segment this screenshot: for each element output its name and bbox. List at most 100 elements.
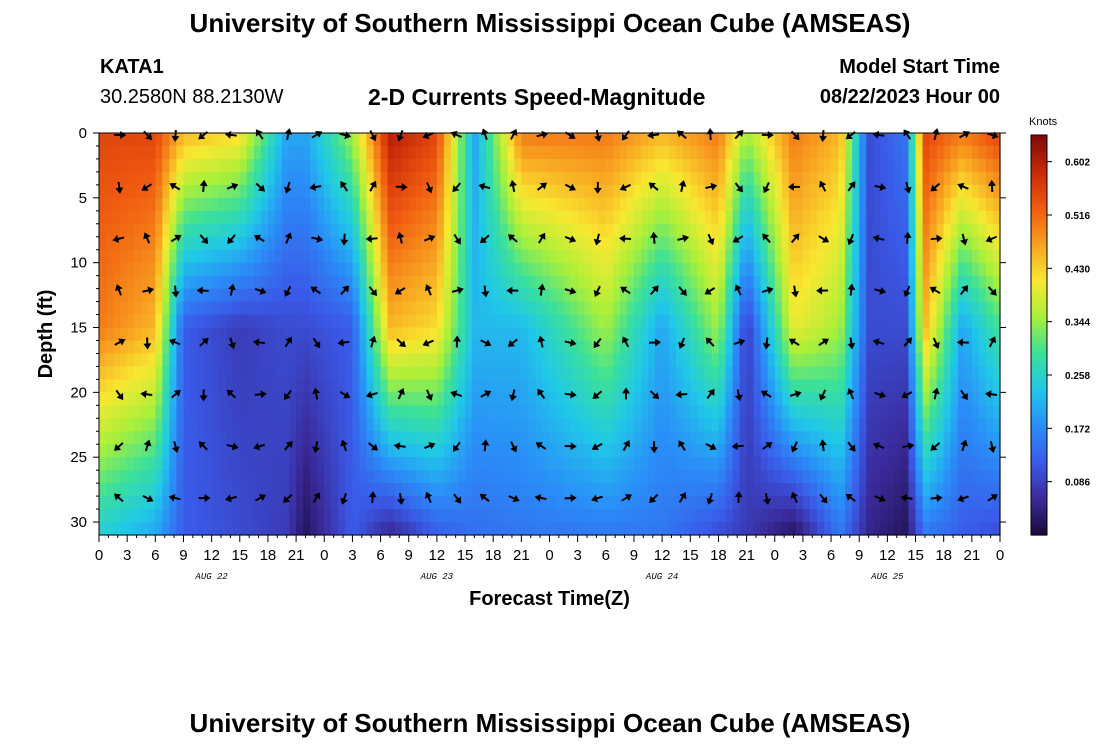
heatmap-cell [633, 457, 642, 471]
heatmap-cell [535, 353, 544, 368]
heatmap-cell [908, 314, 917, 329]
current-arrow-head [337, 338, 344, 347]
heatmap-cell [401, 340, 410, 355]
heatmap-cell [141, 133, 149, 147]
heatmap-cell [317, 158, 325, 173]
heatmap-cell [985, 145, 994, 160]
heatmap-cell [690, 405, 698, 419]
heatmap-cell [767, 509, 776, 523]
heatmap-cell [535, 379, 544, 393]
heatmap-cell [253, 262, 262, 277]
colorbar-segment [1031, 271, 1047, 276]
heatmap-cell [507, 171, 515, 186]
heatmap-cell [331, 431, 339, 445]
current-arrow-head [649, 495, 657, 504]
heatmap-cell [204, 171, 213, 186]
heatmap-cell [310, 133, 318, 147]
heatmap-cell [697, 366, 705, 380]
heatmap-cell [866, 444, 874, 458]
heatmap-cell [380, 301, 389, 316]
heatmap-cell [612, 522, 621, 536]
heatmap-cell [894, 431, 903, 445]
heatmap-cell [253, 184, 262, 199]
current-arrow-head [253, 234, 262, 242]
heatmap-cell [436, 145, 445, 160]
heatmap-cell [99, 457, 107, 471]
heatmap-cell [486, 483, 494, 497]
heatmap-cell [218, 522, 227, 536]
heatmap-cell [711, 340, 720, 355]
heatmap-cell [394, 145, 403, 160]
heatmap-cell [866, 301, 874, 316]
heatmap-cell [809, 470, 818, 484]
heatmap-cell [296, 288, 304, 303]
heatmap-cell [619, 379, 628, 393]
heatmap-cell [394, 522, 403, 536]
heatmap-cell [978, 496, 987, 510]
heatmap-cell [225, 171, 234, 186]
heatmap-cell [577, 431, 586, 445]
heatmap-cell [542, 275, 551, 290]
heatmap-cell [887, 184, 896, 199]
heatmap-cell [169, 340, 178, 355]
heatmap-cell [774, 392, 783, 406]
heatmap-cell [232, 327, 241, 342]
heatmap-cell [289, 457, 297, 471]
heatmap-cell [359, 483, 368, 497]
heatmap-cell [901, 314, 910, 329]
heatmap-cell [450, 184, 459, 199]
heatmap-cell [373, 171, 382, 186]
heatmap-cell [422, 509, 431, 523]
heatmap-cell [162, 145, 170, 160]
current-arrow [564, 390, 577, 399]
current-arrow-head [593, 289, 602, 297]
heatmap-cell [852, 171, 860, 186]
heatmap-cell [183, 184, 192, 199]
heatmap-cell [106, 133, 114, 147]
heatmap-cell [204, 522, 213, 536]
heatmap-cell [992, 470, 1001, 484]
heatmap-cell [866, 509, 874, 523]
heatmap-cell [873, 262, 881, 277]
heatmap-cell [655, 236, 663, 251]
heatmap-cell [542, 133, 551, 147]
heatmap-cell [211, 405, 220, 419]
heatmap-cell [542, 314, 551, 329]
heatmap-cell [401, 509, 410, 523]
heatmap-cell [781, 301, 790, 316]
heatmap-cell [669, 133, 677, 147]
current-arrow [648, 182, 659, 191]
heatmap-cell [345, 301, 354, 316]
heatmap-cell [950, 171, 959, 186]
current-arrow-head [171, 135, 180, 142]
heatmap-cell [669, 405, 677, 419]
heatmap-cell [380, 405, 389, 419]
current-arrow-head [227, 236, 235, 245]
heatmap-cell [443, 158, 452, 173]
heatmap-cell [985, 301, 994, 316]
heatmap-cell [584, 158, 593, 173]
heatmap-cell [809, 379, 818, 393]
heatmap-cell [528, 171, 537, 186]
heatmap-cell [936, 392, 945, 406]
heatmap-cell [331, 366, 339, 380]
heatmap-cell [387, 301, 396, 316]
current-arrow-head [198, 132, 206, 140]
heatmap-cell [190, 158, 199, 173]
heatmap-cell [887, 158, 896, 173]
heatmap-cell [345, 184, 354, 199]
current-arrow [340, 493, 348, 505]
colorbar-segment [1031, 285, 1047, 289]
heatmap-cell [267, 379, 276, 393]
heatmap-cell [507, 496, 515, 510]
heatmap-cell [303, 353, 311, 368]
heatmap-cell [486, 327, 494, 342]
heatmap-cell [908, 327, 917, 342]
heatmap-cell [880, 275, 888, 290]
heatmap-cell [669, 145, 677, 160]
heatmap-cell [366, 197, 375, 212]
heatmap-cell [380, 392, 389, 406]
heatmap-cell [746, 353, 755, 368]
heatmap-cell [802, 288, 811, 303]
heatmap-cell [577, 262, 586, 277]
